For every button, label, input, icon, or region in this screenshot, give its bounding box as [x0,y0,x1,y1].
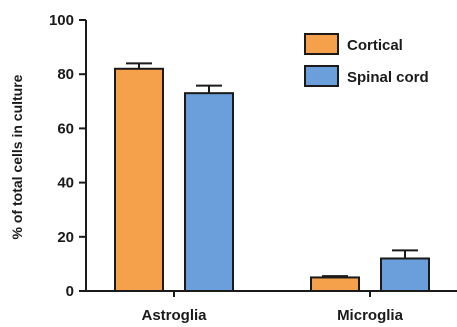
y-tick-label: 0 [66,283,74,300]
y-tick-label: 20 [57,229,74,246]
y-tick-label: 100 [49,12,74,29]
y-axis-title: % of total cells in culture [9,74,25,239]
legend-swatch [304,65,339,87]
y-tick-label: 80 [57,66,74,83]
x-axis: Astroglia Microglia [86,290,457,324]
y-tick-label: 40 [57,175,74,192]
x-category-label: Astroglia [141,307,207,324]
y-tick-label: 60 [57,120,74,137]
y-axis: 0 20 40 60 80 100 [49,12,87,300]
legend: Cortical Spinal cord [304,33,429,87]
legend-label: Spinal cord [347,69,429,86]
bar [380,257,430,293]
legend-label: Cortical [347,37,403,54]
bar [114,67,164,292]
bars [114,62,430,293]
legend-swatch [304,33,339,55]
x-category-label: Microglia [337,307,404,324]
bar [310,276,360,293]
bar [184,92,234,292]
